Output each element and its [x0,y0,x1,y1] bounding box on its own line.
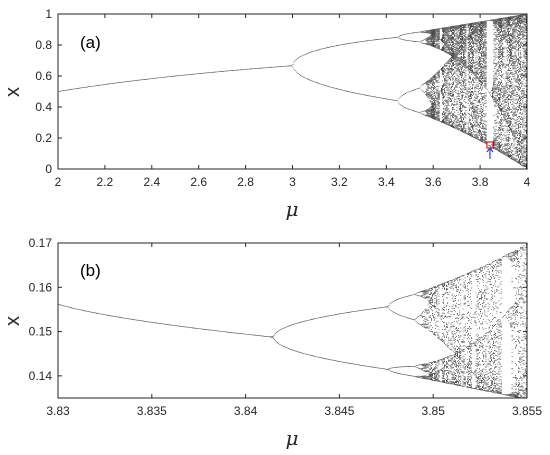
x-tick-label: 2.6 [190,175,207,189]
y-tick-label: 0.17 [29,236,53,250]
x-tick-label: 2.8 [237,175,254,189]
panel-label-background [77,32,111,53]
y-tick-label: 0.16 [29,280,53,294]
bifurcation-points-b [58,243,528,399]
x-tick-label: 2.4 [143,175,160,189]
x-tick-label: 3.85 [422,404,446,418]
panel-a-highlight-marker [486,141,494,159]
x-tick-label: 3.8 [472,175,489,189]
panel-b-frame [57,242,528,399]
bifurcation-points-a [58,13,528,170]
x-tick-label: 2.2 [97,175,114,189]
x-tick-label: 3.4 [378,175,395,189]
y-tick-label: 0.4 [35,100,52,114]
x-tick-label: 3.84 [234,404,258,418]
panel-a-xlabel: μ [286,197,299,221]
x-tick-label: 2 [55,175,62,189]
panel-a-ylabel: x [2,87,24,97]
x-tick-label: 3.2 [331,175,348,189]
panel-a-ticks: 2 2.2 2.4 2.6 2.8 3 3.2 3.4 3.6 3.8 4 0 0.2 0.4 0.6 0.8… [35,7,530,189]
y-tick-label: 1 [45,7,52,21]
panel-b: 3.83 3.835 3.84 3.845 3.85 3.855 0.14 0.15 0.16 0… [2,236,542,450]
y-tick-label: 0.2 [35,131,52,145]
panel-a-label: (a) [80,33,101,52]
y-tick-label: 0 [45,162,52,176]
x-tick-label: 3.855 [512,404,542,418]
y-tick-label: 0.6 [35,69,52,83]
x-tick-label: 3.835 [137,404,167,418]
y-tick-label: 0.8 [35,38,52,52]
y-tick-label: 0.15 [29,325,53,339]
panel-b-points [58,243,528,399]
x-tick-label: 4 [524,175,531,189]
panel-b-label: (b) [80,261,101,280]
panel-b-xlabel: μ [286,426,299,450]
highlight-arrow-head [486,146,494,153]
x-tick-label: 3.83 [46,404,70,418]
panel-b-ticks: 3.83 3.835 3.84 3.845 3.85 3.855 0.14 0.15 0.16 0… [29,236,543,418]
x-tick-label: 3.845 [324,404,354,418]
panel-b-ylabel: x [2,316,24,326]
panel-label-background [77,260,111,281]
x-tick-label: 3 [289,175,296,189]
y-tick-label: 0.14 [29,369,53,383]
panel-a-points [58,13,528,170]
x-tick-label: 3.6 [425,175,442,189]
panel-a: 2 2.2 2.4 2.6 2.8 3 3.2 3.4 3.6 3.8 4 0 0.2 0.4 0.6 0.8… [2,7,531,221]
